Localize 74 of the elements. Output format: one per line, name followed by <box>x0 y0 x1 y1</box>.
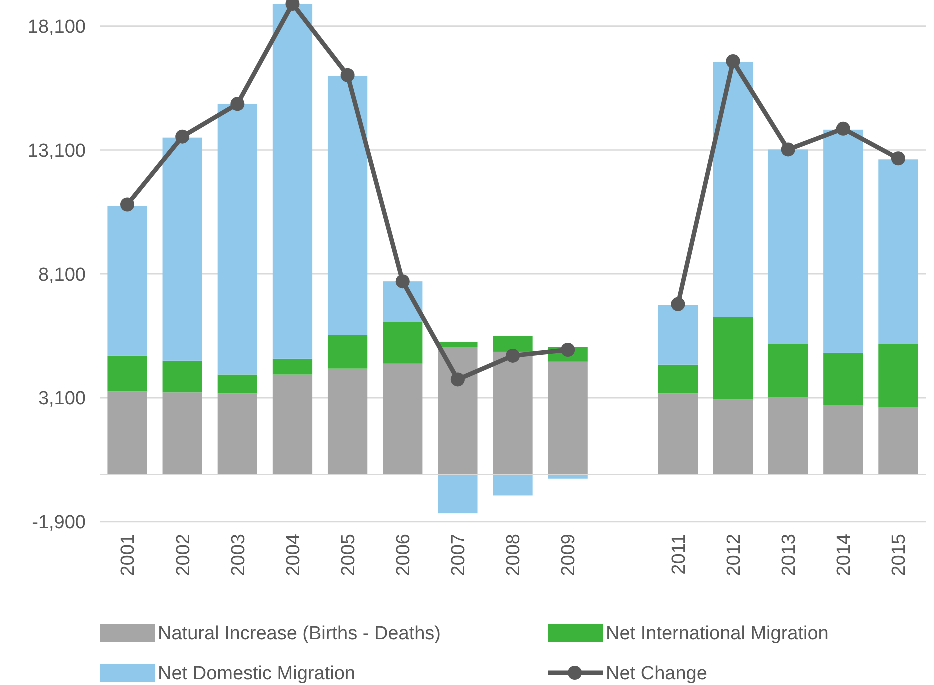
bar <box>878 160 918 344</box>
bar <box>438 342 478 348</box>
y-tick-label: 18,100 <box>28 16 86 38</box>
bar <box>713 62 754 318</box>
y-tick-label: 13,100 <box>28 140 86 162</box>
x-tick-label: 2002 <box>173 534 194 576</box>
y-tick-label: -1,900 <box>32 512 86 534</box>
point <box>726 54 740 68</box>
bar <box>713 400 754 475</box>
bar <box>824 352 864 406</box>
point <box>230 97 245 112</box>
bar <box>272 358 313 375</box>
bar <box>878 344 918 408</box>
bar <box>383 322 423 364</box>
bar <box>328 335 368 369</box>
bar <box>658 364 698 394</box>
bar <box>548 362 588 475</box>
x-tick-label: 2015 <box>889 534 910 576</box>
x-tick-label: 2009 <box>558 534 580 576</box>
y-tick-label: 3,100 <box>38 388 86 410</box>
bar <box>493 352 533 475</box>
x-tick-label: 2013 <box>778 534 800 576</box>
point <box>781 142 796 157</box>
bar <box>162 138 202 361</box>
x-tick-label: 2007 <box>448 534 470 576</box>
x-tick-label: 2001 <box>118 534 140 576</box>
bar <box>878 407 918 475</box>
bar <box>108 392 148 475</box>
x-tick-label: 2011 <box>668 534 690 575</box>
bar <box>108 206 148 356</box>
bar <box>218 104 258 375</box>
bar <box>218 374 258 394</box>
x-tick-label: 2003 <box>228 534 250 576</box>
point <box>506 348 520 363</box>
bar <box>768 150 808 344</box>
point <box>176 130 190 144</box>
bar <box>493 474 533 496</box>
legend-label: Net International Migration <box>606 624 829 645</box>
bar <box>824 130 864 353</box>
bar <box>658 394 698 475</box>
bar <box>162 392 202 475</box>
point <box>671 297 686 312</box>
legend-label: Net Change <box>606 664 708 685</box>
bar <box>328 76 368 336</box>
x-tick-label: 2004 <box>283 534 304 576</box>
x-tick-label: 2012 <box>724 534 745 576</box>
point <box>891 152 906 166</box>
bar <box>768 398 808 475</box>
x-tick-label: 2005 <box>338 534 360 576</box>
bar <box>438 347 478 475</box>
bar <box>162 360 202 393</box>
bar <box>493 336 533 352</box>
bar <box>383 364 423 475</box>
point <box>340 68 355 82</box>
bar <box>658 305 698 365</box>
bar <box>438 474 478 514</box>
bar <box>768 344 808 398</box>
bar <box>218 394 258 475</box>
x-tick-label: 2008 <box>504 534 525 576</box>
legend-label: Net Domestic Migration <box>158 664 356 685</box>
legend-label: Natural Increase (Births - Deaths) <box>158 624 441 645</box>
point <box>396 274 410 289</box>
bar <box>713 317 754 400</box>
bar <box>272 374 313 475</box>
bar <box>272 4 313 359</box>
point <box>120 198 135 212</box>
bar <box>108 356 148 392</box>
x-tick-label: 2006 <box>394 534 415 576</box>
x-tick-label: 2014 <box>834 534 856 576</box>
bar <box>328 368 368 475</box>
point <box>836 122 850 136</box>
y-tick-label: 8,100 <box>38 264 86 286</box>
point <box>450 372 465 387</box>
bar <box>824 406 864 475</box>
